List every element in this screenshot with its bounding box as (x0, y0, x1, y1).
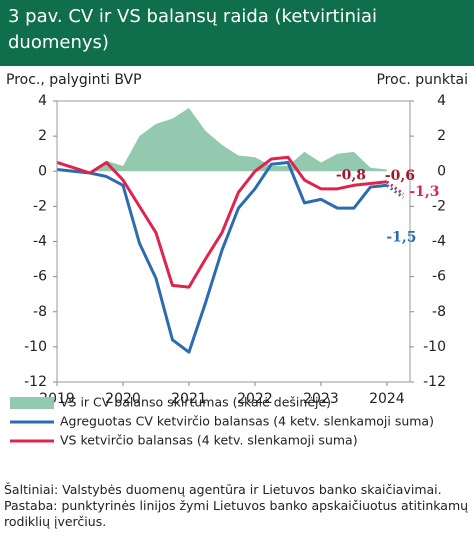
x-tick-label: 2021 (171, 391, 207, 407)
line (56, 155, 388, 289)
annotation: -1,5 (386, 230, 416, 246)
y2-tick-label: -12 (423, 374, 446, 390)
annotation: -0,6 (385, 168, 415, 184)
y2-tick-label: 2 (437, 128, 446, 144)
legend-label: VS ketvirčio balansas (4 ketv. slenkamoj… (60, 433, 358, 448)
y-tick-label: -12 (24, 374, 47, 390)
y2-tick-label: -2 (432, 198, 446, 214)
y2-tick-label: -10 (423, 339, 446, 355)
y-tick-label: -6 (33, 269, 47, 285)
y2-tick-label: -4 (432, 234, 446, 250)
y-axis-label: Proc., palyginti BVP (6, 72, 142, 88)
y-tick-label: 4 (38, 93, 47, 109)
y2-tick-label: 4 (437, 93, 446, 109)
x-tick-label: 2020 (105, 391, 141, 407)
legend-swatch (10, 397, 54, 409)
legend-label: Agreguotas CV ketvirčio balansas (4 ketv… (60, 414, 434, 429)
x-tick-label: 2022 (237, 391, 273, 407)
note: Šaltiniai: Valstybės duomenų agentūra ir… (4, 482, 442, 497)
header: 3 pav. CV ir VS balansų raida (ketvirtin… (0, 0, 474, 66)
area (89, 108, 387, 172)
y-tick-label: 0 (38, 163, 47, 179)
annotation: -1,3 (409, 184, 439, 200)
chart-title: 3 pav. CV ir VS balansų raida (ketvirtin… (8, 6, 378, 53)
projection-line (386, 184, 405, 199)
plot-frame (56, 100, 411, 383)
annotation: -0,8 (336, 167, 366, 183)
chart: Proc., palyginti BVP Proc. punktai -12 -10 -… (6, 72, 468, 448)
y-tick-label: -8 (33, 304, 47, 320)
note: Pastaba: punktyrinės linijos žymi Lietuv… (4, 498, 469, 529)
y-tick-label: -2 (33, 198, 47, 214)
y2-tick-label: 0 (437, 163, 446, 179)
y2-axis-label: Proc. punktai (376, 72, 468, 88)
y-tick-label: -4 (33, 234, 47, 250)
y-tick-label: -10 (24, 339, 47, 355)
y2-tick-label: -6 (432, 269, 446, 285)
line (56, 160, 388, 354)
y2-tick-label: -8 (432, 304, 446, 320)
x-tick-label: 2024 (369, 391, 405, 407)
x-tick-label: 2023 (303, 391, 339, 407)
projection-line (386, 180, 405, 196)
legend-label: VS ir CV balanso skirtumas (skalė dešinė… (60, 395, 331, 410)
notes: Šaltiniai: Valstybės duomenų agentūra ir… (4, 482, 472, 530)
y-tick-label: 2 (38, 128, 47, 144)
